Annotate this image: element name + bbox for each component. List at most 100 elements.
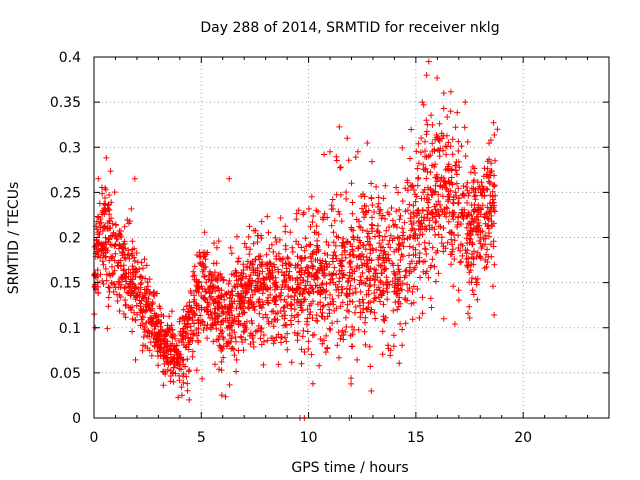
y-tick-label: 0 bbox=[72, 411, 81, 427]
data-point bbox=[457, 247, 464, 254]
data-point bbox=[426, 196, 433, 203]
data-point bbox=[275, 331, 282, 338]
data-point bbox=[126, 218, 133, 225]
data-point bbox=[309, 219, 316, 226]
data-point bbox=[441, 178, 448, 185]
data-point bbox=[226, 324, 232, 331]
data-point bbox=[211, 240, 217, 247]
data-point bbox=[371, 309, 378, 316]
data-point bbox=[252, 288, 259, 295]
data-point bbox=[129, 238, 136, 245]
data-point bbox=[314, 318, 321, 324]
data-point bbox=[111, 257, 118, 264]
data-point bbox=[387, 232, 394, 239]
data-point bbox=[345, 308, 352, 315]
data-point bbox=[201, 273, 208, 280]
data-point bbox=[208, 312, 215, 318]
data-point bbox=[124, 216, 131, 223]
data-point bbox=[254, 327, 261, 334]
data-point bbox=[128, 307, 135, 314]
data-point bbox=[186, 315, 193, 322]
data-point bbox=[122, 314, 129, 321]
data-point bbox=[484, 246, 491, 253]
data-point bbox=[197, 320, 204, 327]
data-point bbox=[175, 359, 182, 366]
data-point bbox=[203, 306, 210, 313]
data-point bbox=[310, 213, 317, 219]
data-point bbox=[191, 310, 198, 317]
data-point bbox=[137, 300, 144, 307]
data-point bbox=[305, 338, 312, 345]
data-point bbox=[108, 279, 115, 286]
data-point bbox=[357, 239, 364, 246]
data-point bbox=[167, 378, 174, 385]
data-point bbox=[235, 258, 242, 265]
data-point bbox=[319, 257, 326, 264]
data-point bbox=[131, 309, 137, 316]
data-point bbox=[322, 349, 329, 356]
data-point bbox=[213, 244, 220, 251]
data-point bbox=[412, 264, 418, 271]
data-point bbox=[288, 301, 295, 308]
data-point bbox=[257, 279, 264, 286]
data-point bbox=[95, 289, 102, 296]
data-point bbox=[327, 326, 334, 333]
data-point bbox=[170, 364, 177, 371]
data-point bbox=[450, 194, 457, 201]
data-point bbox=[467, 236, 474, 243]
data-point bbox=[156, 345, 163, 352]
data-point bbox=[456, 164, 463, 171]
data-point bbox=[339, 299, 346, 306]
data-point bbox=[220, 277, 227, 284]
data-point bbox=[458, 258, 465, 265]
data-point bbox=[457, 259, 464, 266]
data-point bbox=[469, 275, 475, 282]
data-point bbox=[309, 332, 316, 339]
data-point bbox=[188, 327, 194, 334]
data-point bbox=[362, 280, 369, 287]
data-point bbox=[255, 232, 262, 239]
data-point bbox=[265, 229, 272, 236]
data-point bbox=[181, 342, 187, 348]
data-point bbox=[298, 267, 305, 274]
data-point bbox=[317, 299, 324, 306]
data-point bbox=[289, 249, 296, 255]
data-point bbox=[187, 288, 194, 295]
data-point bbox=[402, 185, 409, 192]
data-point bbox=[350, 290, 356, 297]
data-point bbox=[310, 263, 317, 270]
data-point bbox=[359, 205, 365, 212]
data-point bbox=[283, 338, 290, 345]
data-point bbox=[419, 99, 426, 106]
data-point bbox=[360, 191, 367, 198]
data-point bbox=[379, 212, 386, 219]
data-point bbox=[238, 282, 245, 289]
data-point bbox=[396, 360, 403, 367]
data-point bbox=[344, 135, 351, 142]
y-axis-label: SRMTID / TECUs bbox=[6, 182, 22, 295]
data-point bbox=[370, 247, 377, 254]
data-point bbox=[161, 361, 168, 367]
data-point bbox=[377, 277, 384, 284]
data-point bbox=[475, 202, 482, 209]
data-point bbox=[365, 300, 372, 306]
data-point bbox=[217, 327, 224, 334]
data-point bbox=[206, 276, 213, 283]
data-point bbox=[248, 301, 255, 308]
data-point bbox=[474, 249, 481, 256]
data-point bbox=[468, 202, 475, 208]
data-point bbox=[115, 263, 122, 269]
data-point bbox=[450, 283, 457, 290]
data-point bbox=[335, 286, 342, 293]
data-point bbox=[354, 356, 361, 363]
data-point bbox=[228, 335, 235, 342]
data-point bbox=[488, 137, 494, 144]
data-point bbox=[344, 278, 351, 285]
data-point bbox=[243, 273, 249, 280]
data-point bbox=[377, 279, 384, 286]
data-point bbox=[438, 130, 445, 137]
data-point bbox=[455, 214, 461, 221]
data-point bbox=[105, 238, 111, 245]
data-point bbox=[364, 228, 371, 235]
data-point bbox=[222, 303, 229, 310]
